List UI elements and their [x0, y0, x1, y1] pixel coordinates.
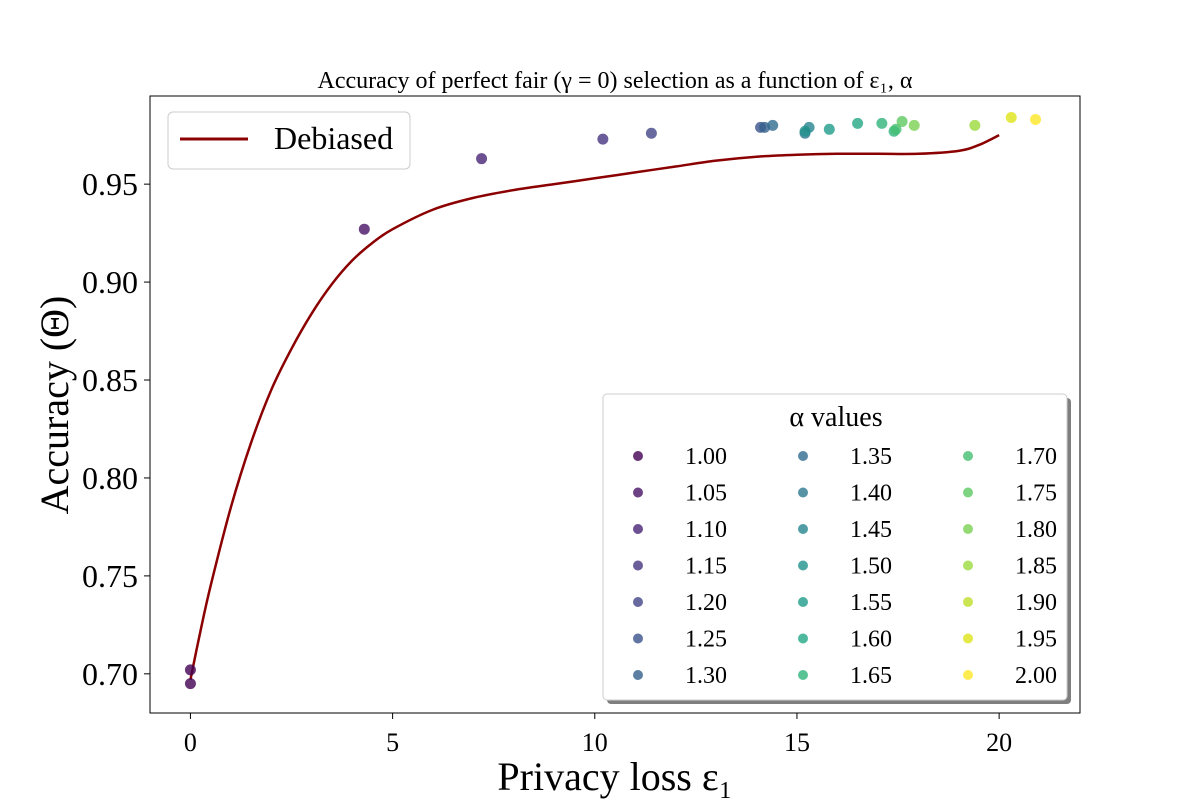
alpha-legend-label: 1.00 — [685, 444, 727, 470]
scatter-point — [358, 223, 370, 235]
x-tick-label: 10 — [582, 728, 608, 757]
alpha-legend-label: 1.20 — [685, 590, 727, 616]
y-tick-label: 0.90 — [82, 264, 138, 300]
scatter-point — [645, 127, 657, 139]
scatter-point — [908, 119, 920, 131]
alpha-legend-marker — [963, 524, 973, 534]
scatter-point — [890, 123, 902, 135]
alpha-legend-label: 1.65 — [850, 663, 892, 689]
alpha-legend-marker — [963, 451, 973, 461]
alpha-legend-label: 1.95 — [1015, 627, 1057, 653]
alpha-legend-label: 1.55 — [850, 590, 892, 616]
alpha-legend-marker — [633, 451, 643, 461]
scatter-point — [969, 119, 981, 131]
alpha-legend-marker — [633, 633, 643, 644]
alpha-legend-marker — [633, 670, 643, 680]
alpha-legend-marker — [798, 597, 808, 607]
scatter-point — [876, 117, 888, 129]
alpha-legend-label: 1.85 — [1015, 554, 1057, 580]
alpha-legend-marker — [963, 597, 973, 607]
alpha-legend-label: 1.35 — [850, 444, 892, 470]
alpha-legend-marker — [798, 670, 808, 680]
scatter-point — [184, 678, 196, 690]
alpha-legend-label: 1.15 — [685, 554, 727, 580]
alpha-legend-label: 1.30 — [685, 663, 727, 689]
alpha-legend-label: 1.50 — [850, 554, 892, 580]
line-legend-frame — [167, 111, 411, 170]
alpha-legend-label: 1.45 — [850, 517, 892, 543]
alpha-legend-label: 1.05 — [685, 481, 727, 507]
scatter-points-layer — [184, 112, 1042, 690]
scatter-point — [476, 153, 488, 165]
x-axis: 0 5 10 15 20 — [184, 713, 1012, 757]
alpha-legend-title: α values — [789, 402, 882, 433]
alpha-legend-items: 1.00 1.05 1.10 1.15 1.20 1.25 1.30 1.35 1.40 1.45… — [633, 444, 1057, 689]
alpha-legend-marker — [633, 597, 643, 607]
alpha-legend-marker — [633, 524, 643, 534]
y-tick-label: 0.70 — [82, 656, 138, 692]
debiased-line — [189, 134, 1000, 680]
chart-title: Accuracy of perfect fair (γ = 0) selecti… — [318, 68, 913, 94]
alpha-legend-label: 1.90 — [1015, 590, 1057, 616]
y-axis: 0.70 0.75 0.80 0.85 0.90 0.95 — [82, 166, 150, 692]
y-tick-label: 0.80 — [82, 460, 138, 496]
scatter-point — [823, 123, 835, 135]
alpha-legend-marker — [798, 524, 808, 534]
alpha-legend-marker — [963, 670, 973, 680]
scatter-point — [597, 133, 609, 145]
scatter-point — [184, 664, 196, 676]
line-legend-label: Debiased — [274, 120, 393, 156]
x-tick-label: 15 — [784, 728, 810, 757]
scatter-point — [767, 119, 779, 131]
alpha-legend-label: 1.80 — [1015, 517, 1057, 543]
scatter-point — [799, 125, 811, 137]
alpha-legend-label: 2.00 — [1015, 663, 1057, 689]
y-tick-label: 0.85 — [82, 362, 138, 398]
alpha-legend-marker — [798, 487, 808, 498]
alpha-legend-label: 1.60 — [850, 627, 892, 653]
alpha-legend-marker — [963, 487, 973, 498]
line-legend: Debiased — [167, 111, 411, 170]
x-tick-label: 20 — [986, 728, 1012, 757]
y-axis-label: Accuracy (Θ) — [32, 296, 77, 515]
y-tick-label: 0.95 — [82, 166, 138, 202]
alpha-legend-marker — [633, 560, 643, 571]
scatter-point — [1005, 112, 1017, 124]
debiased-line-layer — [189, 134, 1000, 680]
alpha-legend-marker — [963, 560, 973, 571]
scatter-point — [852, 117, 864, 129]
scatter-point — [896, 115, 908, 127]
x-tick-label: 0 — [184, 728, 197, 757]
x-tick-label: 5 — [386, 728, 399, 757]
alpha-legend-label: 1.70 — [1015, 444, 1057, 470]
alpha-legend-frame — [602, 393, 1068, 701]
x-axis-label: Privacy loss ε₁ — [497, 754, 732, 799]
alpha-legend-marker — [798, 451, 808, 461]
alpha-legend-marker — [633, 487, 643, 498]
y-tick-label: 0.75 — [82, 558, 138, 594]
alpha-legend-label: 1.40 — [850, 481, 892, 507]
alpha-legend-marker — [963, 633, 973, 644]
scatter-point — [1030, 114, 1042, 126]
alpha-legend-label: 1.10 — [685, 517, 727, 543]
alpha-legend-label: 1.75 — [1015, 481, 1057, 507]
alpha-legend-label: 1.25 — [685, 627, 727, 653]
alpha-legend: α values 1.00 1.05 1.10 1.15 1.20 1.25 1.30 1.3… — [602, 393, 1071, 704]
alpha-legend-marker — [798, 560, 808, 571]
alpha-legend-marker — [798, 633, 808, 644]
